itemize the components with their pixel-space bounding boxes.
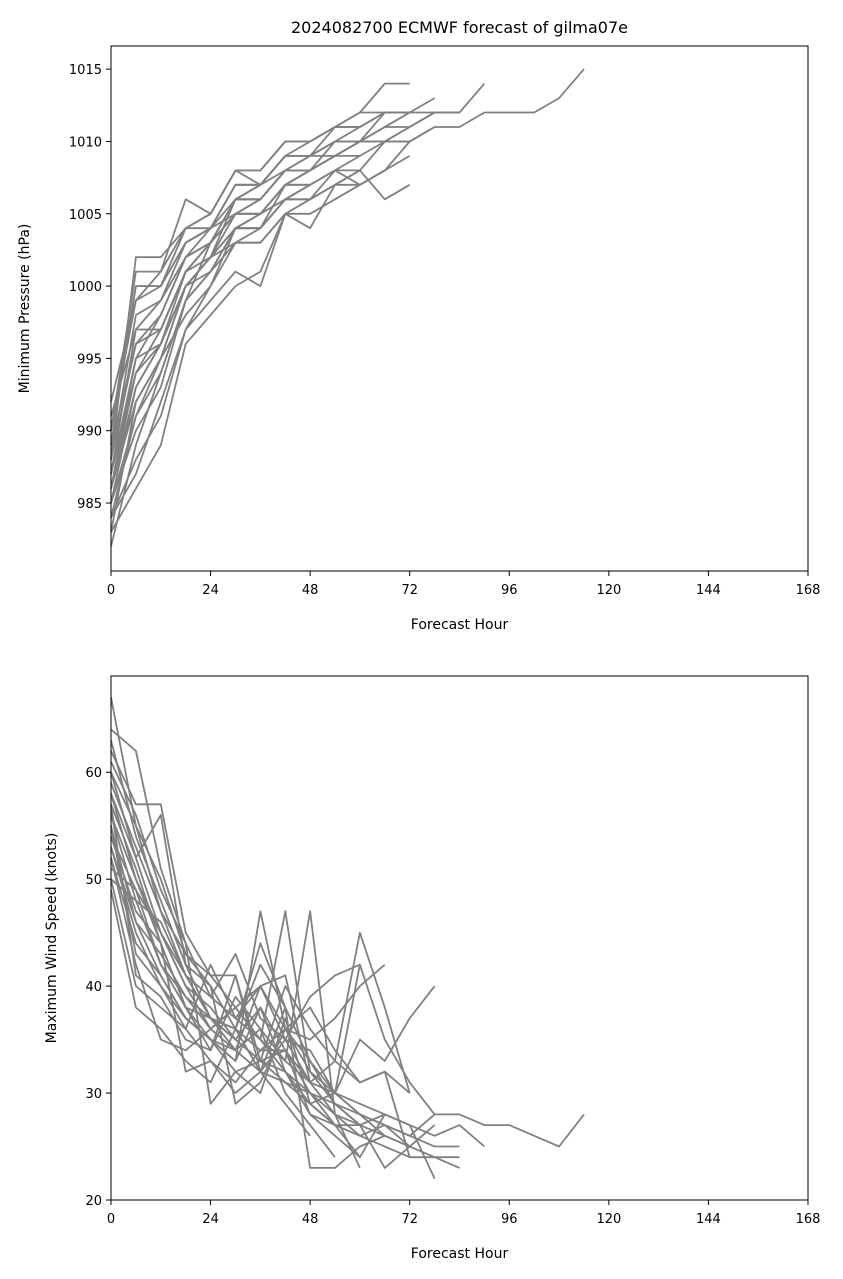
pressure-chart: 2024082700 ECMWF forecast of gilma07e 0 2… [17,18,820,633]
wind-x-tick-label: 0 [107,1212,115,1227]
wind-x-tick-label: 24 [202,1212,219,1227]
wind-series-group [110,697,585,1179]
wind-member-line-20 [110,857,361,1105]
wind-y-axis-label: Maximum Wind Speed (knots) [44,833,60,1044]
pressure-member-line-25 [110,155,286,431]
pressure-series-group [110,68,585,547]
wind-y-tick-label: 40 [85,980,102,995]
wind-x-tick-label: 48 [302,1212,319,1227]
pressure-x-tick-label: 48 [302,583,319,598]
wind-plot-frame [110,675,809,1201]
pressure-y-tick-label: 995 [77,352,102,367]
wind-chart: 0 24 48 72 96 120 144 168 20 30 40 50 60 Forecast H… [44,675,821,1262]
pressure-x-tick-label: 120 [596,583,621,598]
wind-member-line-12 [110,878,411,1148]
wind-x-axis-label: Forecast Hour [411,1246,509,1262]
wind-x-tick-label: 96 [501,1212,518,1227]
pressure-x-axis-label: Forecast Hour [411,617,509,633]
pressure-x-axis: 0 24 48 72 96 120 144 168 [107,571,821,598]
wind-y-tick-label: 30 [85,1087,102,1102]
pressure-y-tick-label: 985 [77,497,102,512]
wind-y-tick-label: 50 [85,873,102,888]
wind-member-line-26 [110,771,287,1073]
pressure-plot-frame [110,45,809,572]
chart-title: 2024082700 ECMWF forecast of gilma07e [291,18,628,37]
pressure-member-line-6 [110,111,436,518]
pressure-y-tick-label: 1005 [69,208,102,223]
pressure-member-line-24 [110,183,311,460]
wind-member-line-25 [110,846,311,1083]
wind-y-tick-label: 60 [85,766,102,781]
wind-y-axis: 20 30 40 50 60 [85,766,111,1209]
pressure-x-tick-label: 0 [107,583,115,598]
pressure-y-tick-label: 990 [77,425,102,440]
wind-x-tick-label: 120 [596,1212,621,1227]
wind-member-line-19 [110,825,360,1126]
wind-member-line-24 [110,793,311,1137]
pressure-y-tick-label: 1015 [69,63,102,78]
wind-x-tick-label: 72 [401,1212,418,1227]
pressure-member-line-26 [110,213,286,489]
wind-y-tick-label: 20 [85,1194,102,1209]
wind-x-tick-label: 144 [696,1212,721,1227]
wind-member-line-21 [110,878,361,1169]
pressure-x-tick-label: 72 [401,583,418,598]
wind-member-line-15 [110,761,386,1159]
wind-x-axis: 0 24 48 72 96 120 144 168 [107,1200,821,1227]
wind-x-tick-label: 168 [796,1212,821,1227]
wind-member-line-16 [110,739,386,1105]
pressure-x-tick-label: 96 [501,583,518,598]
pressure-y-tick-label: 1000 [69,280,102,295]
pressure-y-axis-label: Minimum Pressure (hPa) [17,224,33,394]
wind-member-line-23 [110,836,336,1126]
wind-member-line-6 [110,814,436,1094]
pressure-x-tick-label: 24 [202,583,219,598]
pressure-y-axis: 985 990 995 1000 1005 1010 1015 [69,63,111,512]
pressure-x-tick-label: 168 [796,583,821,598]
pressure-y-tick-label: 1010 [69,135,102,150]
pressure-x-tick-label: 144 [696,583,721,598]
